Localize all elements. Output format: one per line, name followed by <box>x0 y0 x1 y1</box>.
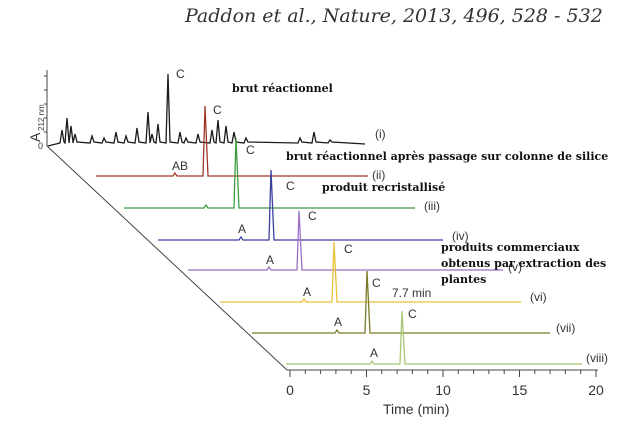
x-tick-label: 10 <box>435 382 451 398</box>
minor-peak-label: A <box>238 222 246 236</box>
annotation-recrystallized: produit recristallisé <box>322 181 445 194</box>
axes <box>44 70 598 377</box>
peak-label: C <box>286 179 295 193</box>
series-label: (iii) <box>424 199 440 213</box>
annotation-commercial-1: produits commerciaux <box>441 241 580 254</box>
series-label: (iv) <box>452 229 469 243</box>
x-tick-label: 20 <box>588 382 604 398</box>
peak-label: C <box>308 209 317 223</box>
peak-time-label: 7.7 min <box>392 286 431 300</box>
peak-label: C <box>213 103 222 117</box>
minor-peak-label: AB <box>172 159 188 173</box>
x-tick-label: 0 <box>286 382 294 398</box>
minor-peak-label: A <box>370 346 378 360</box>
peak-label: C <box>408 307 417 321</box>
labels: 0 5 10 15 20 (i) C (ii) C AB (iii) C (iv) C A (v) C A (vi)… <box>172 67 608 398</box>
annotation-crude: brut réactionnel <box>232 82 333 95</box>
series-label: (viii) <box>586 351 608 365</box>
x-tick-label: 15 <box>512 382 528 398</box>
peak-label: C <box>372 276 381 290</box>
series-label: (i) <box>375 127 386 141</box>
trace-line <box>188 210 503 271</box>
y-axis-label-sub: 212 nm <box>37 104 46 131</box>
annotation-commercial-3: plantes <box>441 273 486 286</box>
trace-line <box>96 105 368 177</box>
traces <box>47 73 582 365</box>
minor-peak-label: A <box>266 253 274 267</box>
x-axis-label: Time (min) <box>383 401 449 417</box>
peak-label: C <box>246 143 255 157</box>
series-label: (vii) <box>556 321 575 335</box>
y-axis-label-main: A <box>27 132 43 142</box>
y-axis-label: A 212 nm <box>27 104 46 142</box>
trace-line <box>47 73 366 147</box>
trace-line <box>252 270 550 334</box>
peak-label: C <box>344 242 353 256</box>
peak-label: C <box>176 67 185 81</box>
y-origin-label: 0 <box>38 141 43 151</box>
trace-line <box>158 169 443 241</box>
series-label: (vi) <box>530 290 547 304</box>
trace-line <box>286 310 582 365</box>
trace-line <box>124 137 415 209</box>
annotation-commercial-2: obtenus par extraction des <box>441 257 606 270</box>
series-label: (ii) <box>372 168 385 182</box>
trace-line <box>220 241 521 303</box>
x-tick-label: 5 <box>363 382 371 398</box>
annotation-crude-silica: brut réactionnel après passage sur colon… <box>286 150 608 163</box>
minor-peak-label: A <box>334 315 342 329</box>
depth-axis-line <box>46 145 288 371</box>
minor-peak-label: A <box>303 285 311 299</box>
citation: Paddon et al., Nature, 2013, 496, 528 - … <box>184 5 603 27</box>
series-label: (v) <box>508 260 522 274</box>
